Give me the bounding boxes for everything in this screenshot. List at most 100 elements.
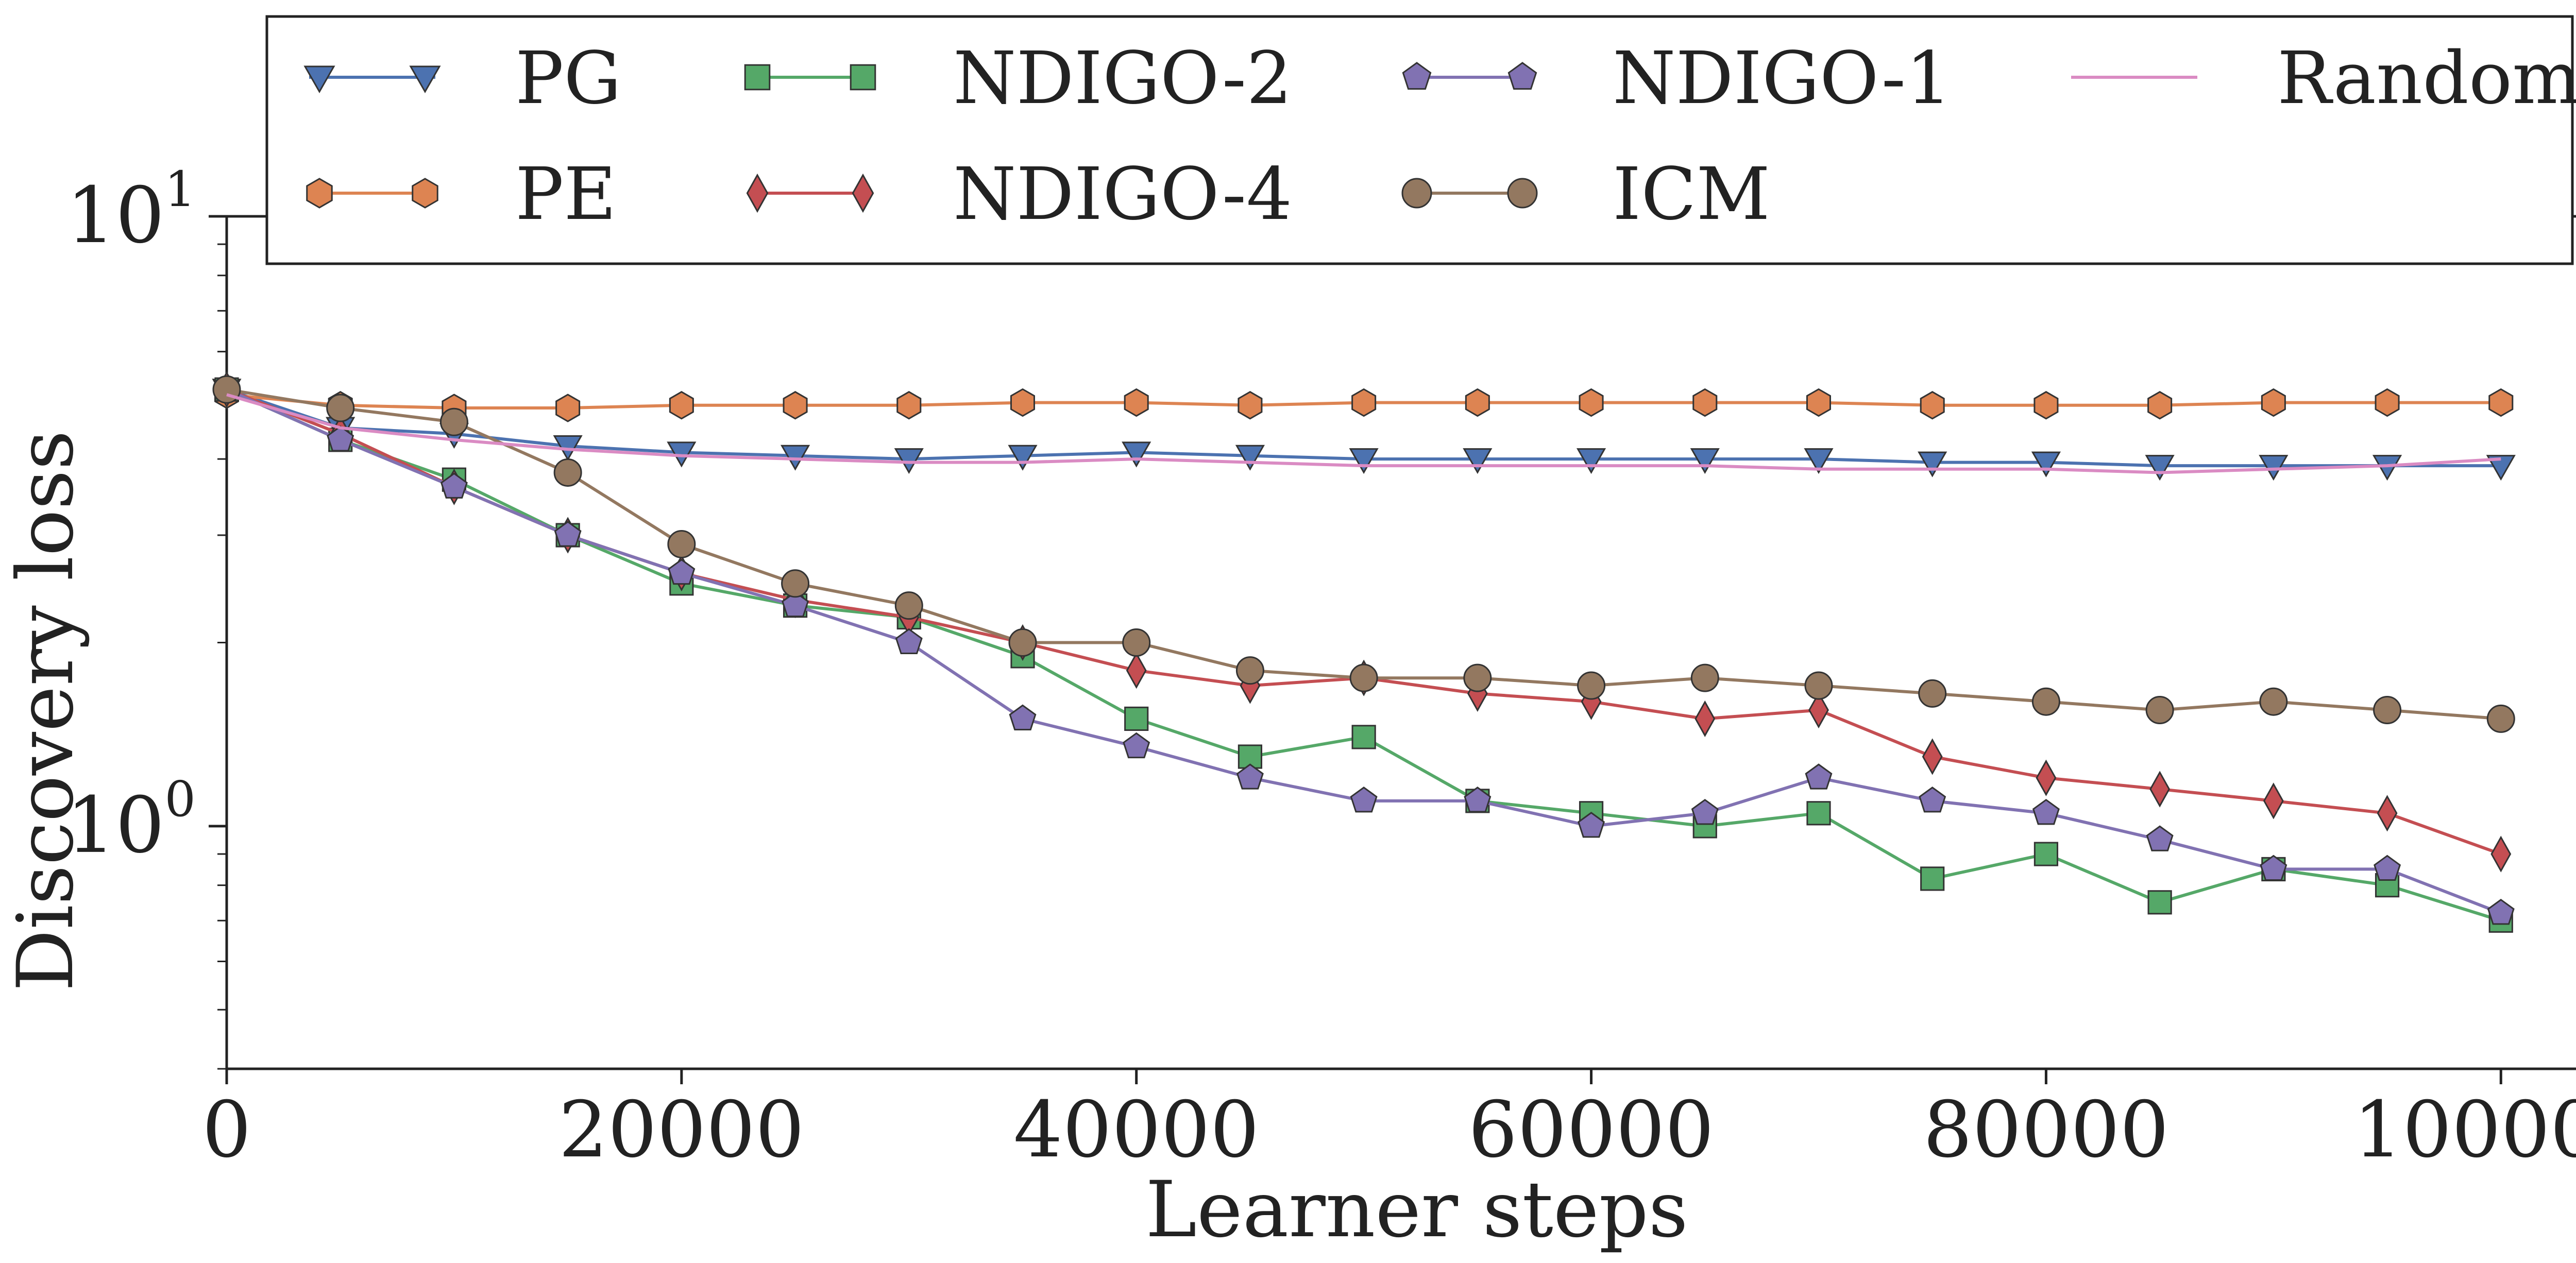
marker-pentagon — [554, 521, 582, 547]
series-group — [212, 371, 2516, 933]
marker-pentagon — [1123, 732, 1150, 759]
marker-pentagon — [2032, 798, 2060, 825]
marker-pentagon — [668, 558, 696, 585]
marker-triangle — [409, 65, 441, 94]
marker-circle — [2486, 704, 2515, 733]
marker-square — [850, 64, 876, 91]
legend-box — [265, 15, 2574, 265]
legend-item-ndigo-4: NDIGO-4 — [746, 152, 1292, 236]
marker-pentagon — [2146, 825, 2174, 851]
marker-hexagon — [1010, 388, 1036, 417]
marker-triangle — [1122, 441, 1151, 468]
marker-pentagon — [1350, 787, 1378, 813]
marker-hexagon — [2147, 391, 2173, 420]
marker-circle — [2031, 687, 2060, 716]
marker-circle — [1008, 628, 1037, 657]
marker-square — [744, 64, 771, 91]
marker-circle — [1577, 671, 1606, 700]
marker-pentagon — [1805, 763, 1833, 790]
marker-square — [1124, 706, 1149, 731]
marker-circle — [894, 591, 923, 620]
legend-label: PG — [515, 37, 621, 121]
marker-circle — [1463, 663, 1492, 692]
legend-label: PE — [515, 152, 616, 236]
marker-triangle — [1349, 448, 1379, 474]
marker-hexagon — [2375, 388, 2400, 417]
marker-hexagon — [412, 178, 438, 209]
marker-circle — [553, 458, 582, 487]
marker-triangle — [1690, 448, 1720, 474]
marker-triangle — [2259, 455, 2289, 481]
marker-pentagon — [1507, 62, 1537, 90]
marker-square — [1806, 801, 1831, 826]
y-axis-label: Discovery loss — [1, 430, 91, 991]
y-tick-label: 101 — [66, 161, 196, 261]
marker-hexagon — [1920, 391, 1945, 420]
marker-hexagon — [2488, 388, 2514, 417]
marker-diamond — [1808, 691, 1829, 729]
marker-pentagon — [1236, 763, 1264, 790]
legend-label: Random — [2277, 37, 2576, 121]
legend-item-ndigo-2: NDIGO-2 — [744, 37, 1292, 121]
marker-diamond — [852, 173, 874, 213]
marker-circle — [1804, 671, 1833, 700]
marker-pentagon — [1402, 62, 1432, 90]
marker-triangle — [1008, 445, 1038, 471]
marker-square — [1351, 725, 1376, 749]
marker-circle — [1918, 679, 1947, 708]
marker-triangle — [2145, 455, 2175, 481]
marker-hexagon — [896, 391, 922, 420]
marker-circle — [439, 407, 468, 436]
marker-triangle — [2031, 451, 2061, 477]
legend-label: NDIGO-1 — [1613, 37, 1952, 121]
x-tick-label: 40000 — [1013, 1085, 1259, 1175]
marker-pentagon — [2260, 855, 2287, 881]
series-icm — [212, 375, 2515, 733]
x-tick-label: 60000 — [1468, 1085, 1714, 1175]
marker-hexagon — [555, 394, 581, 422]
marker-diamond — [746, 173, 769, 213]
marker-triangle — [1463, 448, 1493, 474]
x-tick-label: 20000 — [558, 1085, 804, 1175]
axes: 0 20000 40000 60000 80000 100000 100 101 — [66, 161, 2576, 1175]
marker-pentagon — [895, 628, 923, 655]
legend: PG PE NDIGO-2 NDIGO-4 NDIGO-1 ICM Random — [265, 15, 2576, 265]
marker-pentagon — [1691, 798, 1719, 825]
legend-label: ICM — [1613, 152, 1770, 236]
marker-circle — [2373, 696, 2402, 725]
marker-triangle — [1235, 445, 1265, 471]
marker-triangle — [1804, 448, 1834, 474]
marker-pentagon — [327, 425, 354, 452]
marker-hexagon — [783, 391, 808, 420]
marker-hexagon — [1692, 388, 1718, 417]
marker-hexagon — [306, 178, 333, 209]
marker-pentagon — [1919, 787, 1946, 813]
x-axis-label: Learner steps — [1145, 1165, 1688, 1255]
series-pe — [214, 380, 2514, 422]
legend-item-pg: PG — [303, 37, 621, 121]
marker-circle — [781, 569, 810, 598]
marker-diamond — [2490, 835, 2512, 873]
marker-triangle — [303, 65, 335, 94]
x-tick-label: 0 — [202, 1085, 251, 1175]
marker-hexagon — [1351, 388, 1377, 417]
marker-circle — [2145, 696, 2174, 725]
marker-circle — [326, 394, 355, 422]
series-random — [226, 393, 2501, 474]
marker-circle — [1122, 628, 1151, 657]
marker-hexagon — [2261, 388, 2286, 417]
marker-hexagon — [1124, 388, 1149, 417]
series-line — [226, 393, 2501, 474]
marker-square — [2147, 890, 2172, 915]
marker-circle — [1349, 663, 1378, 692]
marker-hexagon — [1465, 388, 1490, 417]
marker-pentagon — [2374, 855, 2401, 881]
marker-square — [1920, 866, 1945, 891]
legend-item-random: Random — [2071, 37, 2576, 121]
marker-diamond — [2263, 782, 2284, 820]
marker-circle — [1690, 663, 1719, 692]
legend-label: NDIGO-2 — [953, 37, 1292, 121]
marker-circle — [1401, 178, 1432, 209]
marker-diamond — [2377, 795, 2398, 832]
